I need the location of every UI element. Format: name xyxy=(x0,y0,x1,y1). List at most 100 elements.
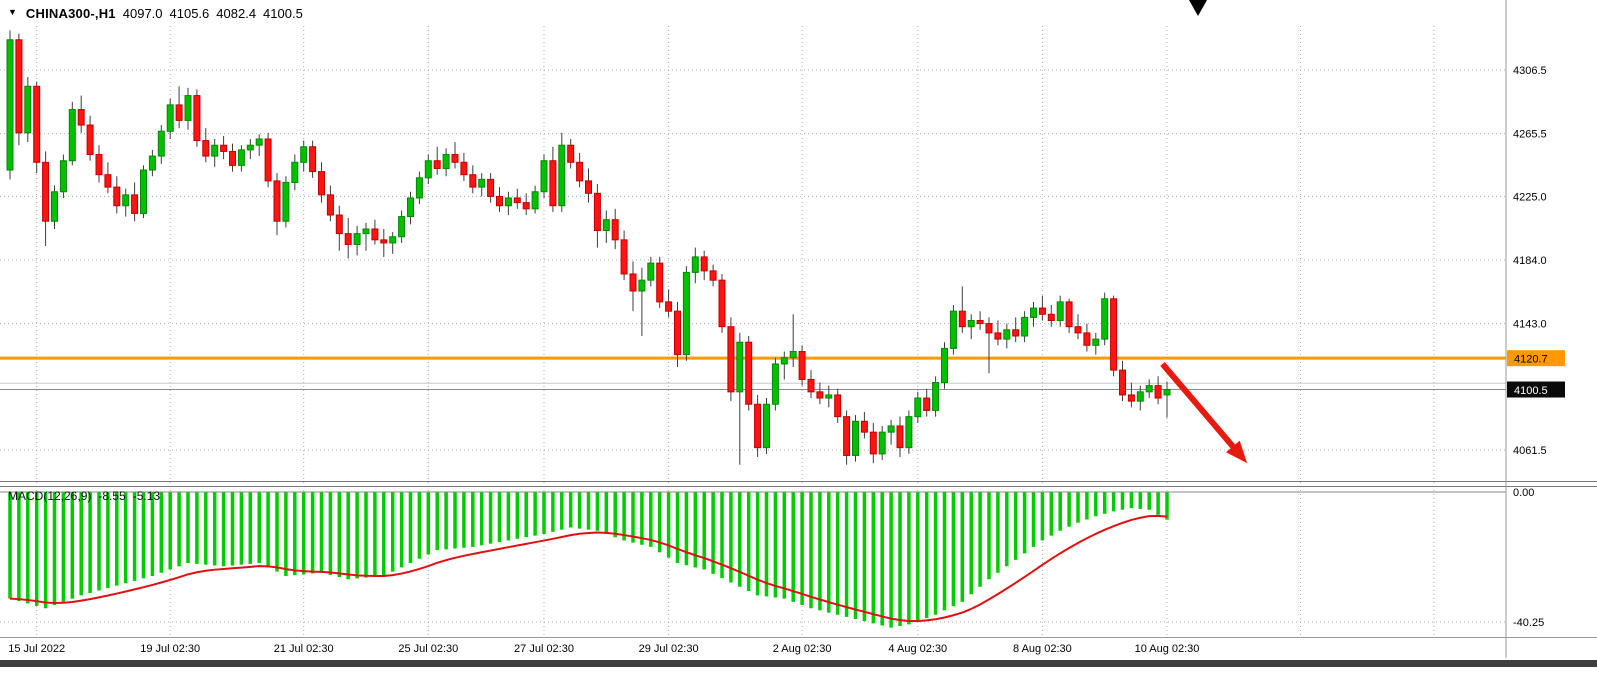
trend-arrow-head[interactable] xyxy=(1225,440,1248,464)
candle xyxy=(300,146,308,163)
macd-axis-label: -40.25 xyxy=(1513,617,1544,629)
candle xyxy=(175,104,183,121)
candle xyxy=(1127,394,1135,402)
candle xyxy=(958,310,966,328)
candle xyxy=(611,219,619,241)
macd-main-value: -8.55 xyxy=(98,489,126,503)
candle xyxy=(469,174,477,188)
candle xyxy=(860,420,868,433)
candle xyxy=(674,310,681,356)
candle xyxy=(709,270,717,281)
ohlc-high: 4105.6 xyxy=(169,6,210,21)
candle xyxy=(362,228,370,235)
candle xyxy=(407,197,414,218)
candle xyxy=(496,195,503,207)
candle xyxy=(585,180,592,194)
time-axis-label: 2 Aug 02:30 xyxy=(773,643,832,655)
mouse-cursor xyxy=(1189,0,1207,16)
candle xyxy=(1136,391,1144,402)
candle xyxy=(237,149,245,166)
candle xyxy=(540,160,548,193)
candle xyxy=(682,271,690,356)
candle xyxy=(415,177,423,199)
macd-histogram xyxy=(8,492,1169,628)
candle xyxy=(780,357,788,365)
candle xyxy=(24,85,32,134)
candle xyxy=(318,171,325,196)
candle xyxy=(967,319,975,328)
time-axis-label: 27 Jul 02:30 xyxy=(514,643,574,655)
time-axis-label: 29 Jul 02:30 xyxy=(639,643,699,655)
candle xyxy=(691,256,699,273)
candle xyxy=(193,95,201,142)
candle xyxy=(878,431,886,455)
time-axis-label: 21 Jul 02:30 xyxy=(274,643,334,655)
candle xyxy=(282,181,290,222)
candle xyxy=(647,262,655,281)
candle xyxy=(246,144,254,151)
candle xyxy=(140,169,147,214)
symbol-dropdown-icon[interactable]: ▼ xyxy=(8,7,17,17)
candle xyxy=(994,332,1002,340)
candle xyxy=(1101,298,1109,340)
candle xyxy=(6,39,14,171)
candle xyxy=(887,425,895,433)
symbol-label: CHINA300-,H1 xyxy=(25,6,116,21)
candle xyxy=(825,394,833,399)
candle xyxy=(166,104,174,132)
candle xyxy=(985,323,993,334)
candle xyxy=(255,138,263,146)
candle xyxy=(1012,329,1020,337)
candle xyxy=(771,363,779,405)
candle xyxy=(264,138,272,182)
candle xyxy=(522,202,530,210)
candle xyxy=(451,154,459,163)
candle xyxy=(273,180,281,222)
candle xyxy=(77,109,85,126)
ohlc-open: 4097.0 xyxy=(122,6,163,21)
candle xyxy=(442,154,450,169)
candle xyxy=(42,161,50,222)
candle xyxy=(353,233,361,245)
candle xyxy=(1056,301,1064,321)
candle xyxy=(905,416,913,449)
candle xyxy=(68,109,76,162)
candle xyxy=(157,130,165,157)
candle xyxy=(1003,329,1011,340)
time-axis-label: 10 Aug 02:30 xyxy=(1135,643,1200,655)
candle xyxy=(86,124,94,156)
trend-arrow-shaft[interactable] xyxy=(1160,361,1239,453)
candle xyxy=(220,144,228,152)
current-price-tag xyxy=(1507,381,1565,398)
candle xyxy=(460,161,468,176)
candle xyxy=(949,310,957,349)
candle xyxy=(15,39,23,134)
candle xyxy=(148,155,156,171)
candle xyxy=(834,394,842,418)
candle xyxy=(95,154,103,176)
candle xyxy=(1047,313,1055,321)
candle xyxy=(798,351,806,380)
candle xyxy=(433,160,441,169)
candle xyxy=(923,397,931,411)
level-price-tag xyxy=(1507,350,1565,367)
candle xyxy=(122,194,130,207)
candle xyxy=(344,233,352,245)
candle xyxy=(51,191,58,222)
candles-layer xyxy=(6,30,1171,465)
candle xyxy=(593,192,601,232)
ohlc-low: 4082.4 xyxy=(216,6,257,21)
candle xyxy=(531,191,539,210)
candle xyxy=(745,341,753,405)
candle xyxy=(914,397,922,418)
candle xyxy=(1021,316,1029,337)
candle xyxy=(665,301,673,312)
candle xyxy=(1119,369,1126,396)
candle xyxy=(558,144,566,207)
candle xyxy=(754,403,762,449)
candle xyxy=(291,161,299,183)
candle xyxy=(1083,332,1091,346)
candle xyxy=(620,239,628,275)
time-axis-label: 19 Jul 02:30 xyxy=(140,643,200,655)
